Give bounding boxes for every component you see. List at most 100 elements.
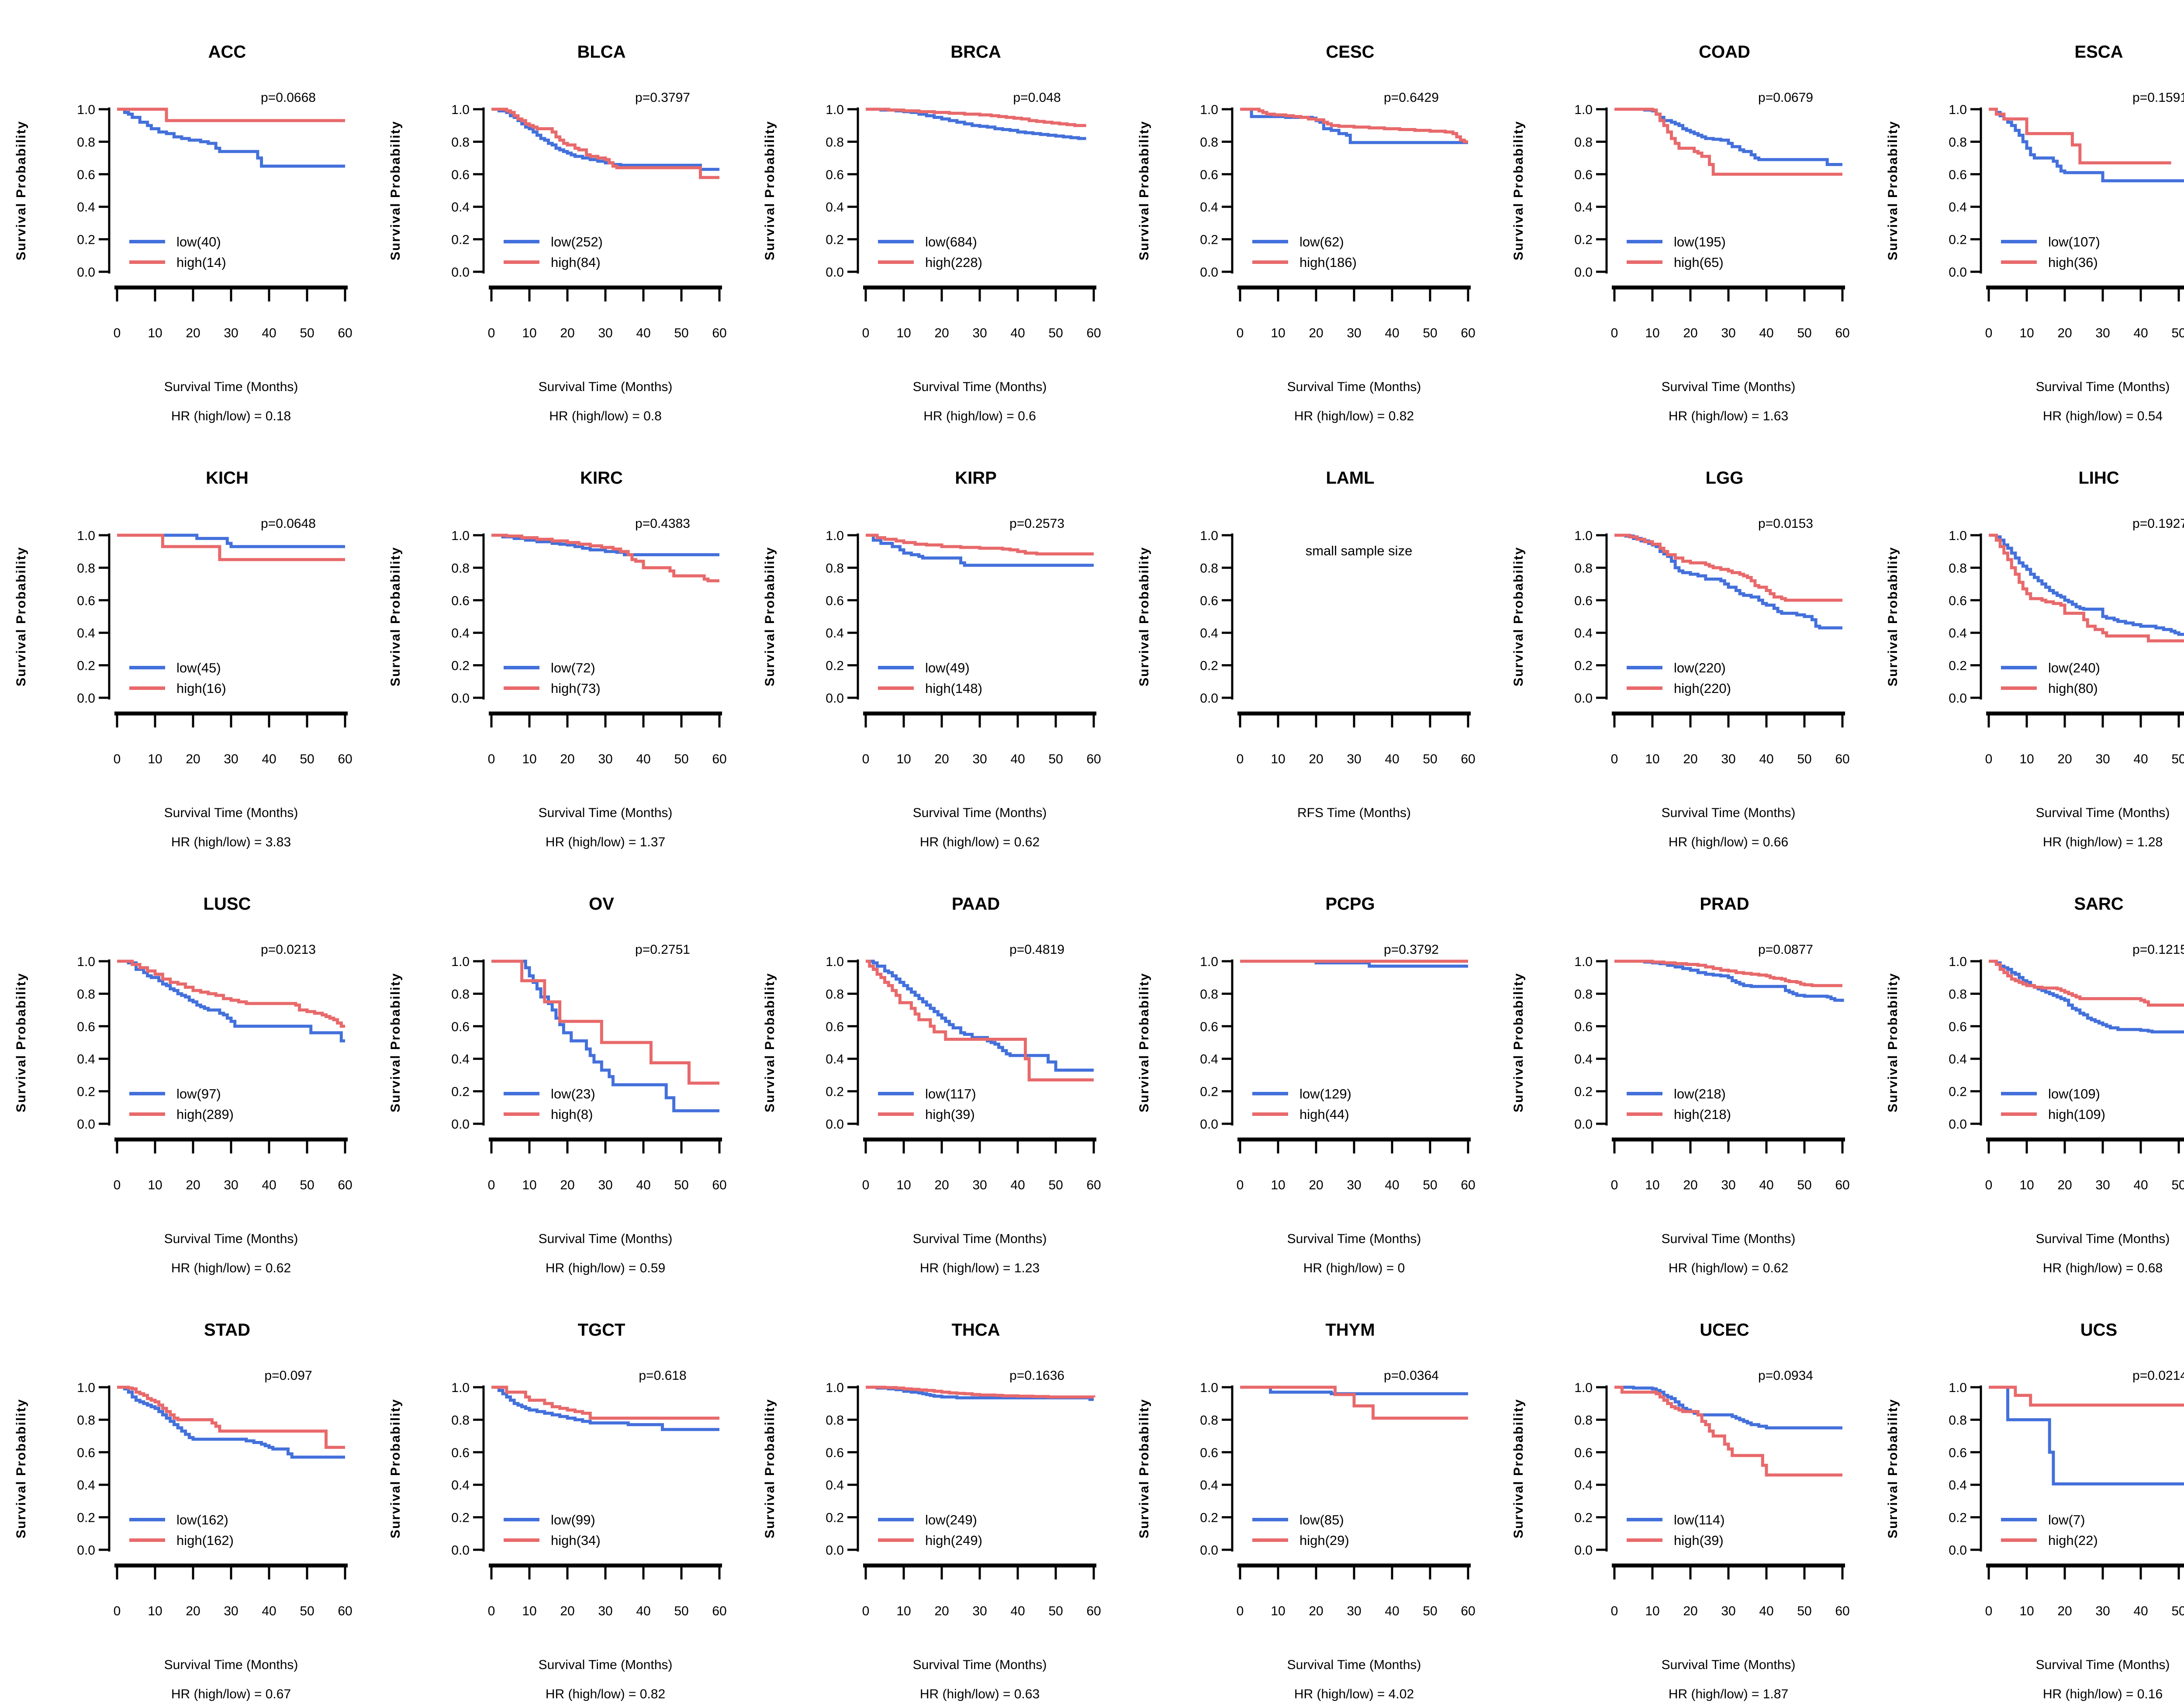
x-tick-label: 40: [1010, 1178, 1025, 1192]
x-tick-label: 50: [1423, 1178, 1437, 1192]
y-tick-label: 0.4: [77, 1478, 95, 1493]
hazard-ratio: HR (high/low) = 0.62: [1669, 1261, 1788, 1275]
y-tick-label: 0.0: [1574, 691, 1593, 706]
y-tick-label: 0.6: [826, 168, 844, 182]
legend-label-low: low(62): [1299, 234, 1344, 249]
y-tick-label: 0.6: [1200, 1446, 1218, 1460]
x-tick-label: 30: [224, 1178, 238, 1192]
y-tick-label: 0.8: [77, 1413, 95, 1427]
legend-label-low: low(7): [2048, 1512, 2085, 1527]
y-tick-label: 1.0: [451, 955, 470, 969]
x-tick-label: 0: [862, 1604, 870, 1618]
y-tick-label: 0.0: [1949, 265, 1967, 280]
p-value: p=0.3792: [1384, 942, 1439, 957]
panel-title: PRAD: [1700, 894, 1749, 914]
x-axis-label: Survival Time (Months): [913, 1232, 1047, 1246]
x-axis-label: Survival Time (Months): [539, 380, 673, 394]
y-tick-label: 0.0: [451, 1117, 470, 1132]
x-tick-label: 50: [1797, 1604, 1811, 1618]
y-tick-label: 0.2: [451, 233, 470, 247]
x-tick-label: 20: [186, 326, 200, 340]
y-axis-label: Survival Probability: [1886, 547, 1900, 686]
x-tick-label: 0: [114, 1604, 121, 1618]
panel-svg-OV: OV 0.0 0.2 0.4 0.6 0.8 1.0 Survival Probability…: [388, 894, 727, 1275]
low-group-curve: [1989, 959, 2184, 1034]
y-tick-label: 0.8: [77, 561, 95, 575]
legend-label-high: high(16): [176, 681, 226, 696]
hazard-ratio: HR (high/low) = 1.37: [546, 835, 665, 849]
y-tick-label: 0.4: [451, 200, 470, 215]
p-value: p=0.1636: [1009, 1368, 1064, 1383]
x-tick-label: 60: [338, 1178, 352, 1192]
y-axis: 0.0 0.2 0.4 0.6 0.8 1.0: [77, 103, 111, 280]
high-group-curve: [1614, 107, 1842, 176]
p-value: p=0.097: [264, 1368, 312, 1383]
y-tick-label: 0.0: [1574, 1117, 1593, 1132]
x-tick-label: 20: [560, 326, 574, 340]
y-axis-label: Survival Probability: [1137, 121, 1151, 260]
x-tick-label: 40: [262, 752, 276, 766]
x-tick-label: 30: [224, 326, 238, 340]
y-tick-label: 0.8: [826, 1413, 844, 1427]
y-axis: 0.0 0.2 0.4 0.6 0.8 1.0: [1200, 1381, 1234, 1558]
y-tick-label: 0.4: [451, 1478, 470, 1493]
hazard-ratio: HR (high/low) = 0.59: [546, 1261, 665, 1275]
panel-svg-LIHC: LIHC 0.0 0.2 0.4 0.6 0.8 1.0 Survival Probabili…: [1886, 468, 2184, 849]
y-tick-label: 0.8: [1200, 1413, 1218, 1427]
x-tick-label: 0: [488, 752, 495, 766]
panel-svg-COAD: COAD 0.0 0.2 0.4 0.6 0.8 1.0 Survival Probabili…: [1511, 42, 1850, 423]
x-axis-label: Survival Time (Months): [1662, 1232, 1796, 1246]
y-tick-label: 0.8: [77, 987, 95, 1001]
legend-label-low: low(45): [176, 660, 221, 675]
legend: low(7) high(22): [2001, 1512, 2098, 1548]
legend-label-low: low(195): [1674, 234, 1726, 249]
hazard-ratio: HR (high/low) = 0.18: [171, 409, 291, 423]
panel-svg-KIRC: KIRC 0.0 0.2 0.4 0.6 0.8 1.0 Survival Probabili…: [388, 468, 727, 849]
x-tick-label: 10: [148, 1604, 162, 1618]
x-axis-label: Survival Time (Months): [164, 806, 298, 820]
x-tick-label: 30: [598, 1604, 612, 1618]
legend-label-high: high(80): [2048, 681, 2098, 696]
x-tick-label: 0: [1611, 1178, 1618, 1192]
km-panel-KICH: KICH 0.0 0.2 0.4 0.6 0.8 1.0 Survival Probabili…: [0, 426, 374, 852]
y-tick-label: 0.4: [826, 1478, 844, 1493]
legend: low(220) high(220): [1627, 660, 1731, 696]
x-tick-label: 40: [1759, 1178, 1773, 1192]
x-tick-label: 30: [2095, 752, 2110, 766]
y-axis: 0.0 0.2 0.4 0.6 0.8 1.0: [1949, 955, 1982, 1132]
y-tick-label: 0.4: [826, 1052, 844, 1067]
y-axis-label: Survival Probability: [14, 121, 28, 260]
km-panel-OV: OV 0.0 0.2 0.4 0.6 0.8 1.0 Survival Probability…: [374, 852, 749, 1278]
hazard-ratio: HR (high/low) = 0: [1303, 1261, 1405, 1275]
x-tick-label: 0: [488, 1604, 495, 1618]
hazard-ratio: HR (high/low) = 1.23: [920, 1261, 1040, 1275]
x-tick-label: 20: [2057, 752, 2072, 766]
legend-label-low: low(162): [176, 1512, 228, 1527]
panel-title: KIRP: [955, 468, 997, 488]
y-axis-label: Survival Probability: [1886, 973, 1900, 1112]
y-axis-label: Survival Probability: [1511, 121, 1526, 260]
x-tick-label: 40: [636, 1178, 650, 1192]
x-axis-label: Survival Time (Months): [913, 380, 1047, 394]
x-tick-label: 40: [1759, 1604, 1773, 1618]
x-tick-label: 60: [1086, 1178, 1101, 1192]
y-axis-label: Survival Probability: [763, 547, 777, 686]
x-tick-label: 60: [1086, 1604, 1101, 1618]
legend-label-high: high(249): [925, 1533, 982, 1548]
y-tick-label: 0.4: [1574, 626, 1593, 641]
y-tick-label: 1.0: [1574, 529, 1593, 543]
x-tick-label: 50: [1797, 326, 1811, 340]
y-tick-label: 1.0: [1574, 103, 1593, 117]
y-axis: 0.0 0.2 0.4 0.6 0.8 1.0: [1574, 955, 1608, 1132]
y-tick-label: 0.0: [1949, 1117, 1967, 1132]
x-tick-label: 10: [2019, 326, 2034, 340]
x-tick-label: 50: [2171, 326, 2184, 340]
x-tick-label: 0: [862, 326, 870, 340]
y-axis: 0.0 0.2 0.4 0.6 0.8 1.0: [826, 529, 859, 706]
legend: low(72) high(73): [504, 660, 601, 696]
